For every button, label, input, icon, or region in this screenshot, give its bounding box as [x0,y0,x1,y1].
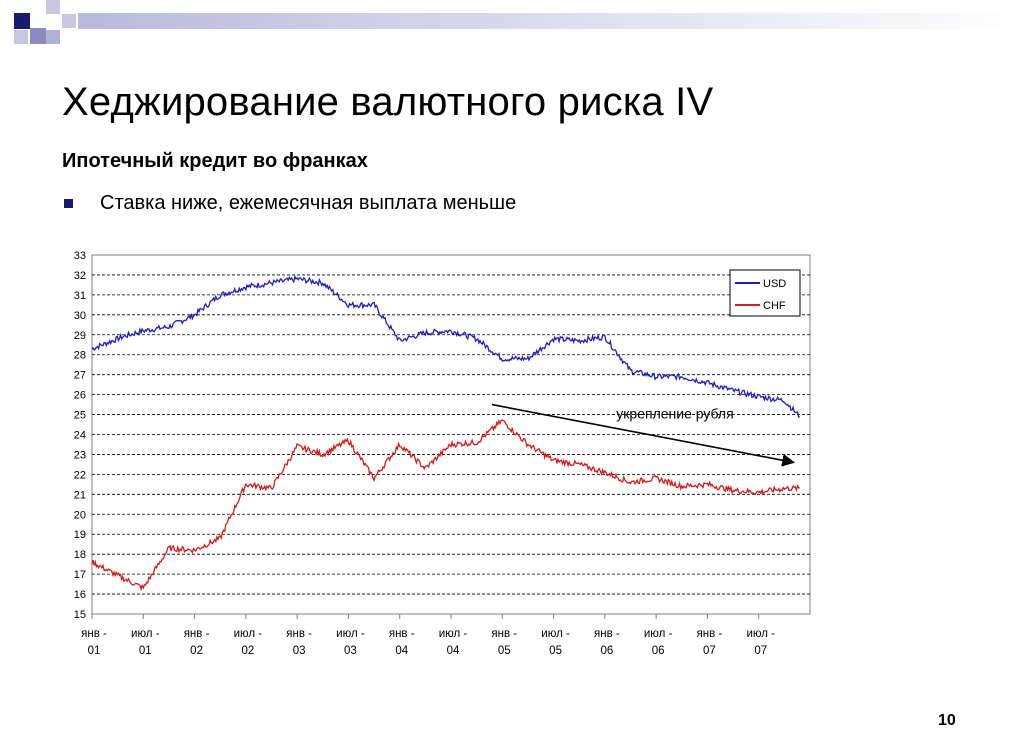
y-tick-label: 18 [74,549,86,561]
y-tick-label: 20 [74,509,86,521]
decorative-squares [14,0,1020,44]
bullet-text: Ставка ниже, ежемесячная выплата меньше [100,192,517,214]
deco-square-light-2 [62,14,76,28]
y-tick-label: 17 [74,569,86,581]
deco-gradient-bar [78,13,1020,29]
x-tick-label: янв -06 [594,628,620,657]
x-tick-label: июл -07 [746,628,775,657]
y-tick-label: 21 [74,489,86,501]
y-tick-label: 29 [74,330,86,342]
deco-square-mid-2 [46,30,60,44]
annotation-label: укрепление рубля [616,406,733,422]
x-tick-label: янв -02 [184,628,210,657]
plot-area [91,254,811,615]
x-tick-label: июл -03 [336,628,365,657]
legend-label-usd: USD [763,278,786,290]
slide-subtitle: Ипотечный кредит во франках [62,150,368,172]
x-tick-label: янв -07 [697,628,723,657]
y-tick-label: 24 [74,430,86,442]
x-tick-label: июл -01 [131,628,160,657]
x-tick-label: июл -05 [541,628,570,657]
x-tick-label: июл -04 [439,628,468,657]
bullet-square-icon [64,199,73,208]
bullet-item: Ставка ниже, ежемесячная выплата меньше [62,192,516,215]
y-tick-label: 28 [74,350,86,362]
y-tick-label: 31 [74,290,86,302]
y-tick-label: 25 [74,410,86,422]
y-tick-label: 22 [74,469,86,481]
series-line-usd [91,274,800,418]
deco-square-light-3 [14,30,28,44]
y-tick-label: 33 [74,250,86,262]
exchange-rate-chart: 15 16 17 18 19 20 21 22 23 24 25 26 27 28 29 30 31 32 33 ян… [74,250,811,657]
y-tick-label: 30 [74,310,86,322]
x-tick-label: июл -02 [234,628,263,657]
annotation-arrow [491,403,795,467]
x-tick-label: янв -01 [81,628,107,657]
page-number: 10 [938,712,956,729]
deco-square-light [46,0,60,14]
y-tick-label: 27 [74,370,86,382]
y-tick-label: 23 [74,449,86,461]
deco-square-mid [30,28,46,44]
slide-title: Хеджирование валютного риска IV [62,80,714,124]
y-tick-label: 32 [74,270,86,282]
series-line-chf [91,419,801,592]
y-tick-label: 26 [74,390,86,402]
x-tick-label: янв -05 [491,628,517,657]
legend-label-chf: CHF [763,300,786,312]
x-tick-label: янв -03 [286,628,312,657]
deco-square-dark [14,13,30,29]
legend-box [729,269,801,317]
y-tick-label: 16 [74,589,86,601]
y-tick-label: 15 [74,609,86,621]
x-tick-label: янв -04 [389,628,415,657]
y-tick-label: 19 [74,529,86,541]
x-tick-label: июл -06 [644,628,673,657]
